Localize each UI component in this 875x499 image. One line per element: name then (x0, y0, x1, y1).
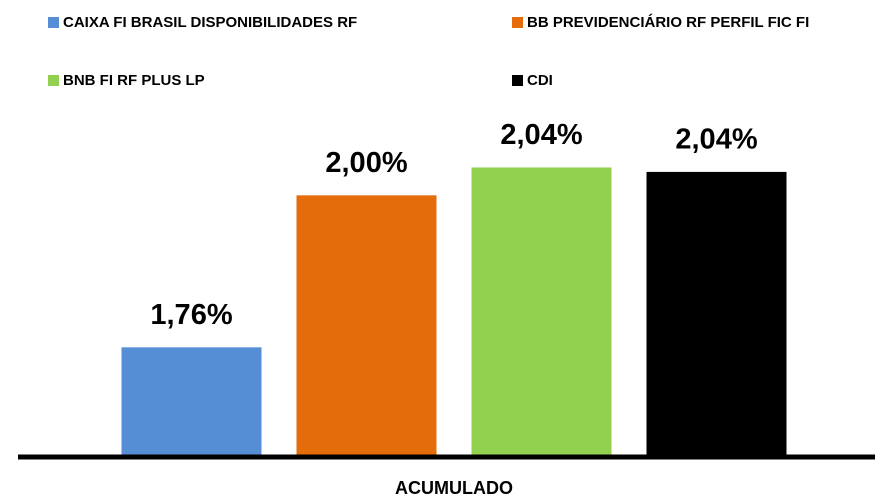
legend-swatch (512, 17, 523, 28)
legend-label: BB PREVIDENCIÁRIO RF PERFIL FIC FI (527, 14, 809, 31)
data-label: 2,04% (675, 124, 757, 156)
x-tick-label: ACUMULADO (395, 478, 513, 498)
bar (121, 347, 262, 455)
legend-swatch (48, 75, 59, 86)
bar (296, 195, 437, 456)
data-label: 1,76% (150, 299, 232, 331)
legend-swatch (48, 17, 59, 28)
data-label: 2,04% (500, 119, 582, 151)
legend-label: BNB FI RF PLUS LP (63, 72, 205, 89)
legend-swatch (512, 75, 523, 86)
bar (471, 167, 612, 455)
data-label: 2,00% (325, 147, 407, 179)
bar (646, 171, 787, 455)
legend-label: CDI (527, 72, 553, 89)
legend-label: CAIXA FI BRASIL DISPONIBILIDADES RF (63, 14, 357, 31)
